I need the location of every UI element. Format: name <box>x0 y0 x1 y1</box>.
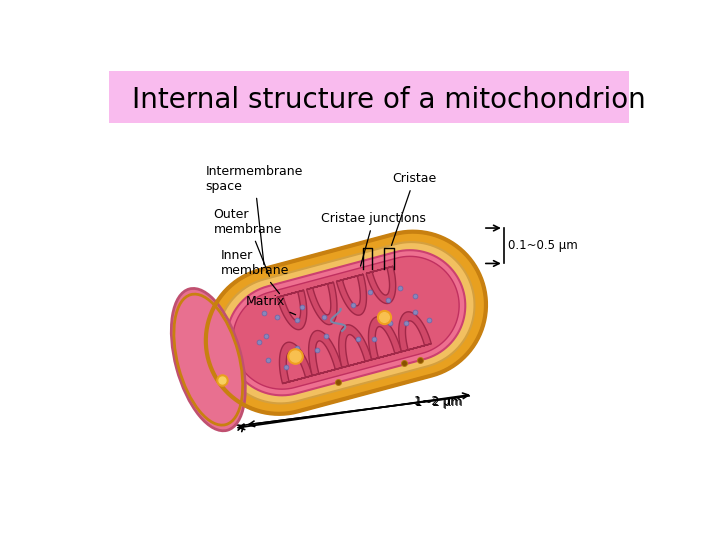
Ellipse shape <box>171 288 246 431</box>
Text: Cristae: Cristae <box>392 172 436 245</box>
FancyBboxPatch shape <box>109 71 629 123</box>
Text: Matrix: Matrix <box>246 295 296 315</box>
Polygon shape <box>277 290 307 330</box>
Text: Outer
membrane: Outer membrane <box>213 208 282 276</box>
Text: Intermembrane
space: Intermembrane space <box>206 165 303 265</box>
Polygon shape <box>338 325 372 368</box>
Polygon shape <box>307 282 337 325</box>
Text: Cristae junctions: Cristae junctions <box>321 212 426 266</box>
Text: 1~2 μm: 1~2 μm <box>414 395 462 408</box>
Polygon shape <box>233 256 459 389</box>
Polygon shape <box>227 250 465 395</box>
Polygon shape <box>309 330 342 376</box>
Polygon shape <box>279 342 312 383</box>
Text: Inner
membrane: Inner membrane <box>221 249 289 294</box>
Polygon shape <box>366 266 396 303</box>
Text: 1~2 μm: 1~2 μm <box>415 396 463 409</box>
Polygon shape <box>369 317 402 360</box>
Polygon shape <box>217 242 474 403</box>
Polygon shape <box>399 312 431 352</box>
Polygon shape <box>206 232 486 414</box>
Text: Internal structure of a mitochondrion: Internal structure of a mitochondrion <box>132 86 646 114</box>
Polygon shape <box>336 274 366 315</box>
Text: 0.1~0.5 μm: 0.1~0.5 μm <box>508 239 577 252</box>
